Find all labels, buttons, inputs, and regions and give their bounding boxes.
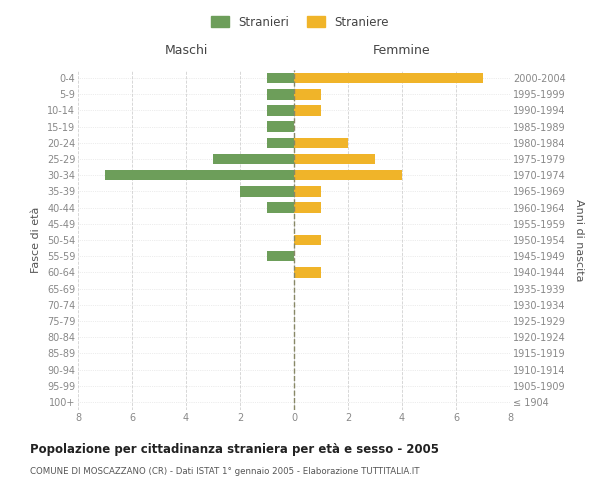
Text: COMUNE DI MOSCAZZANO (CR) - Dati ISTAT 1° gennaio 2005 - Elaborazione TUTTITALIA: COMUNE DI MOSCAZZANO (CR) - Dati ISTAT 1… [30, 468, 419, 476]
Bar [294, 105, 321, 116]
Bar [294, 154, 375, 164]
Bar [294, 267, 321, 278]
Legend: Stranieri, Straniere: Stranieri, Straniere [206, 11, 394, 34]
Bar [294, 186, 321, 196]
Bar [294, 89, 321, 100]
Bar [294, 170, 402, 180]
Text: Femmine: Femmine [373, 44, 431, 57]
Bar [267, 202, 294, 213]
Bar [294, 202, 321, 213]
Text: Popolazione per cittadinanza straniera per età e sesso - 2005: Popolazione per cittadinanza straniera p… [30, 442, 439, 456]
Y-axis label: Fasce di età: Fasce di età [31, 207, 41, 273]
Bar [267, 122, 294, 132]
Bar [294, 73, 483, 84]
Text: Maschi: Maschi [164, 44, 208, 57]
Bar [267, 73, 294, 84]
Bar [294, 138, 348, 148]
Bar [267, 105, 294, 116]
Bar [240, 186, 294, 196]
Bar [267, 251, 294, 262]
Bar [267, 89, 294, 100]
Bar [105, 170, 294, 180]
Bar [213, 154, 294, 164]
Bar [267, 138, 294, 148]
Bar [294, 234, 321, 246]
Y-axis label: Anni di nascita: Anni di nascita [574, 198, 584, 281]
